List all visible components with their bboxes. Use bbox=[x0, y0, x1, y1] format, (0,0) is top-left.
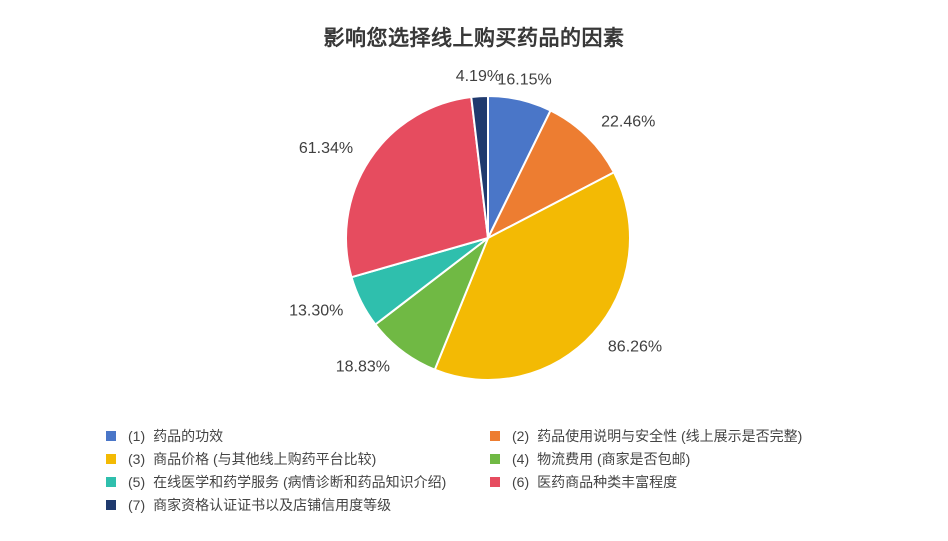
legend-item-4: (4) 物流费用 (商家是否包邮) bbox=[490, 449, 906, 469]
legend-item-number: (6) bbox=[512, 473, 530, 490]
legend-item-7: (7) 商家资格认证证书以及店铺信用度等级 bbox=[106, 495, 490, 515]
legend-item-number: (4) bbox=[512, 450, 530, 467]
slice-value-label-6: 61.34% bbox=[299, 140, 353, 157]
legend-item-5: (5) 在线医学和药学服务 (病情诊断和药品知识介绍) bbox=[106, 472, 490, 492]
slice-value-label-3: 86.26% bbox=[608, 338, 662, 355]
legend-marker-icon bbox=[106, 476, 116, 487]
legend-item-number: (1) bbox=[128, 427, 146, 444]
slice-value-label-7: 4.19% bbox=[456, 68, 501, 85]
legend-item-2: (2) 药品使用说明与安全性 (线上展示是否完整) bbox=[490, 426, 906, 446]
pie-slice-7 bbox=[470, 94, 489, 239]
slice-value-label-5: 13.30% bbox=[289, 303, 343, 320]
legend-item-label: 商家资格认证证书以及店铺信用度等级 bbox=[153, 496, 392, 513]
legend-item-3: (3) 商品价格 (与其他线上购药平台比较) bbox=[106, 449, 490, 469]
legend-item-label: 商品价格 (与其他线上购药平台比较) bbox=[153, 450, 377, 467]
legend-item-6: (6) 医药商品种类丰富程度 bbox=[490, 472, 906, 492]
slice-value-label-2: 22.46% bbox=[601, 114, 655, 131]
legend-marker-icon bbox=[490, 453, 500, 464]
legend-item-number: (2) bbox=[512, 427, 530, 444]
legend-marker-icon bbox=[490, 476, 500, 487]
pie-slice-3 bbox=[433, 171, 631, 381]
legend-item-label: 药品使用说明与安全性 (线上展示是否完整) bbox=[537, 427, 803, 444]
chart-legend: (1) 药品的功效 (2) 药品使用说明与安全性 (线上展示是否完整) (3) 商品价格 … bbox=[106, 424, 906, 516]
legend-item-label: 医药商品种类丰富程度 bbox=[537, 473, 678, 490]
legend-marker-icon bbox=[106, 453, 116, 464]
legend-item-number: (5) bbox=[128, 473, 146, 490]
legend-marker-icon bbox=[106, 430, 116, 441]
legend-item-label: 在线医学和药学服务 (病情诊断和药品知识介绍) bbox=[153, 473, 447, 490]
slice-value-label-4: 18.83% bbox=[336, 359, 390, 376]
slice-value-label-1: 16.15% bbox=[497, 72, 551, 89]
legend-item-label: 物流费用 (商家是否包邮) bbox=[537, 450, 691, 467]
legend-item-1: (1) 药品的功效 bbox=[106, 426, 490, 446]
pie-slice-6 bbox=[345, 95, 489, 279]
legend-marker-icon bbox=[490, 430, 500, 441]
legend-item-label: 药品的功效 bbox=[153, 427, 224, 444]
pie-slice-2 bbox=[487, 109, 615, 239]
chart-title: 影响您选择线上购买药品的因素 bbox=[323, 27, 625, 50]
legend-marker-icon bbox=[106, 499, 116, 510]
legend-item-number: (7) bbox=[128, 496, 146, 513]
legend-item-number: (3) bbox=[128, 450, 146, 467]
